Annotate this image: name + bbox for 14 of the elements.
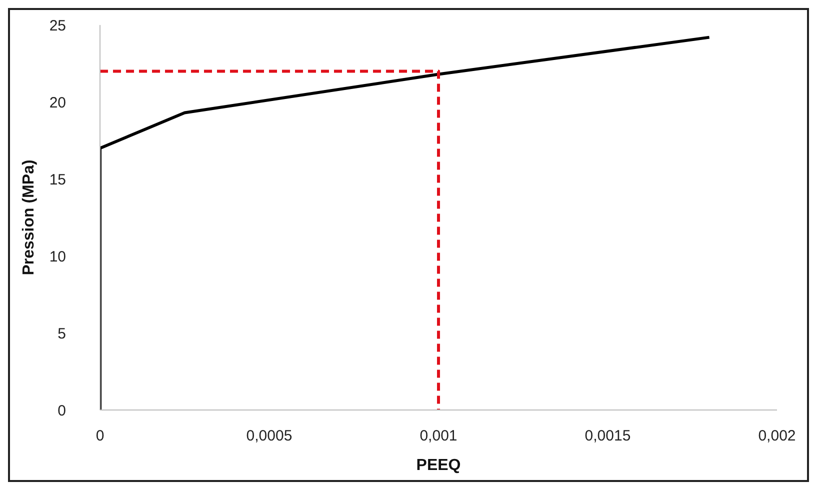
y-tick-label: 0 xyxy=(58,402,66,420)
x-tick-label: 0 xyxy=(96,428,104,445)
y-tick-label: 20 xyxy=(49,94,66,112)
y-tick-label: 15 xyxy=(49,171,66,188)
y-tick-label: 25 xyxy=(49,17,66,34)
x-tick-label: 0,001 xyxy=(420,428,458,445)
y-tick-label: 5 xyxy=(58,325,66,342)
x-tick-label: 0,0005 xyxy=(246,428,292,445)
line-series xyxy=(100,36,711,410)
x-tick-label: 0,002 xyxy=(758,428,796,445)
y-tick-label: 10 xyxy=(49,248,66,266)
x-tick-label: 0,0015 xyxy=(584,428,631,445)
x-axis-title: PEEQ xyxy=(416,457,461,474)
y-axis-title: Pression (MPa) xyxy=(20,160,38,276)
